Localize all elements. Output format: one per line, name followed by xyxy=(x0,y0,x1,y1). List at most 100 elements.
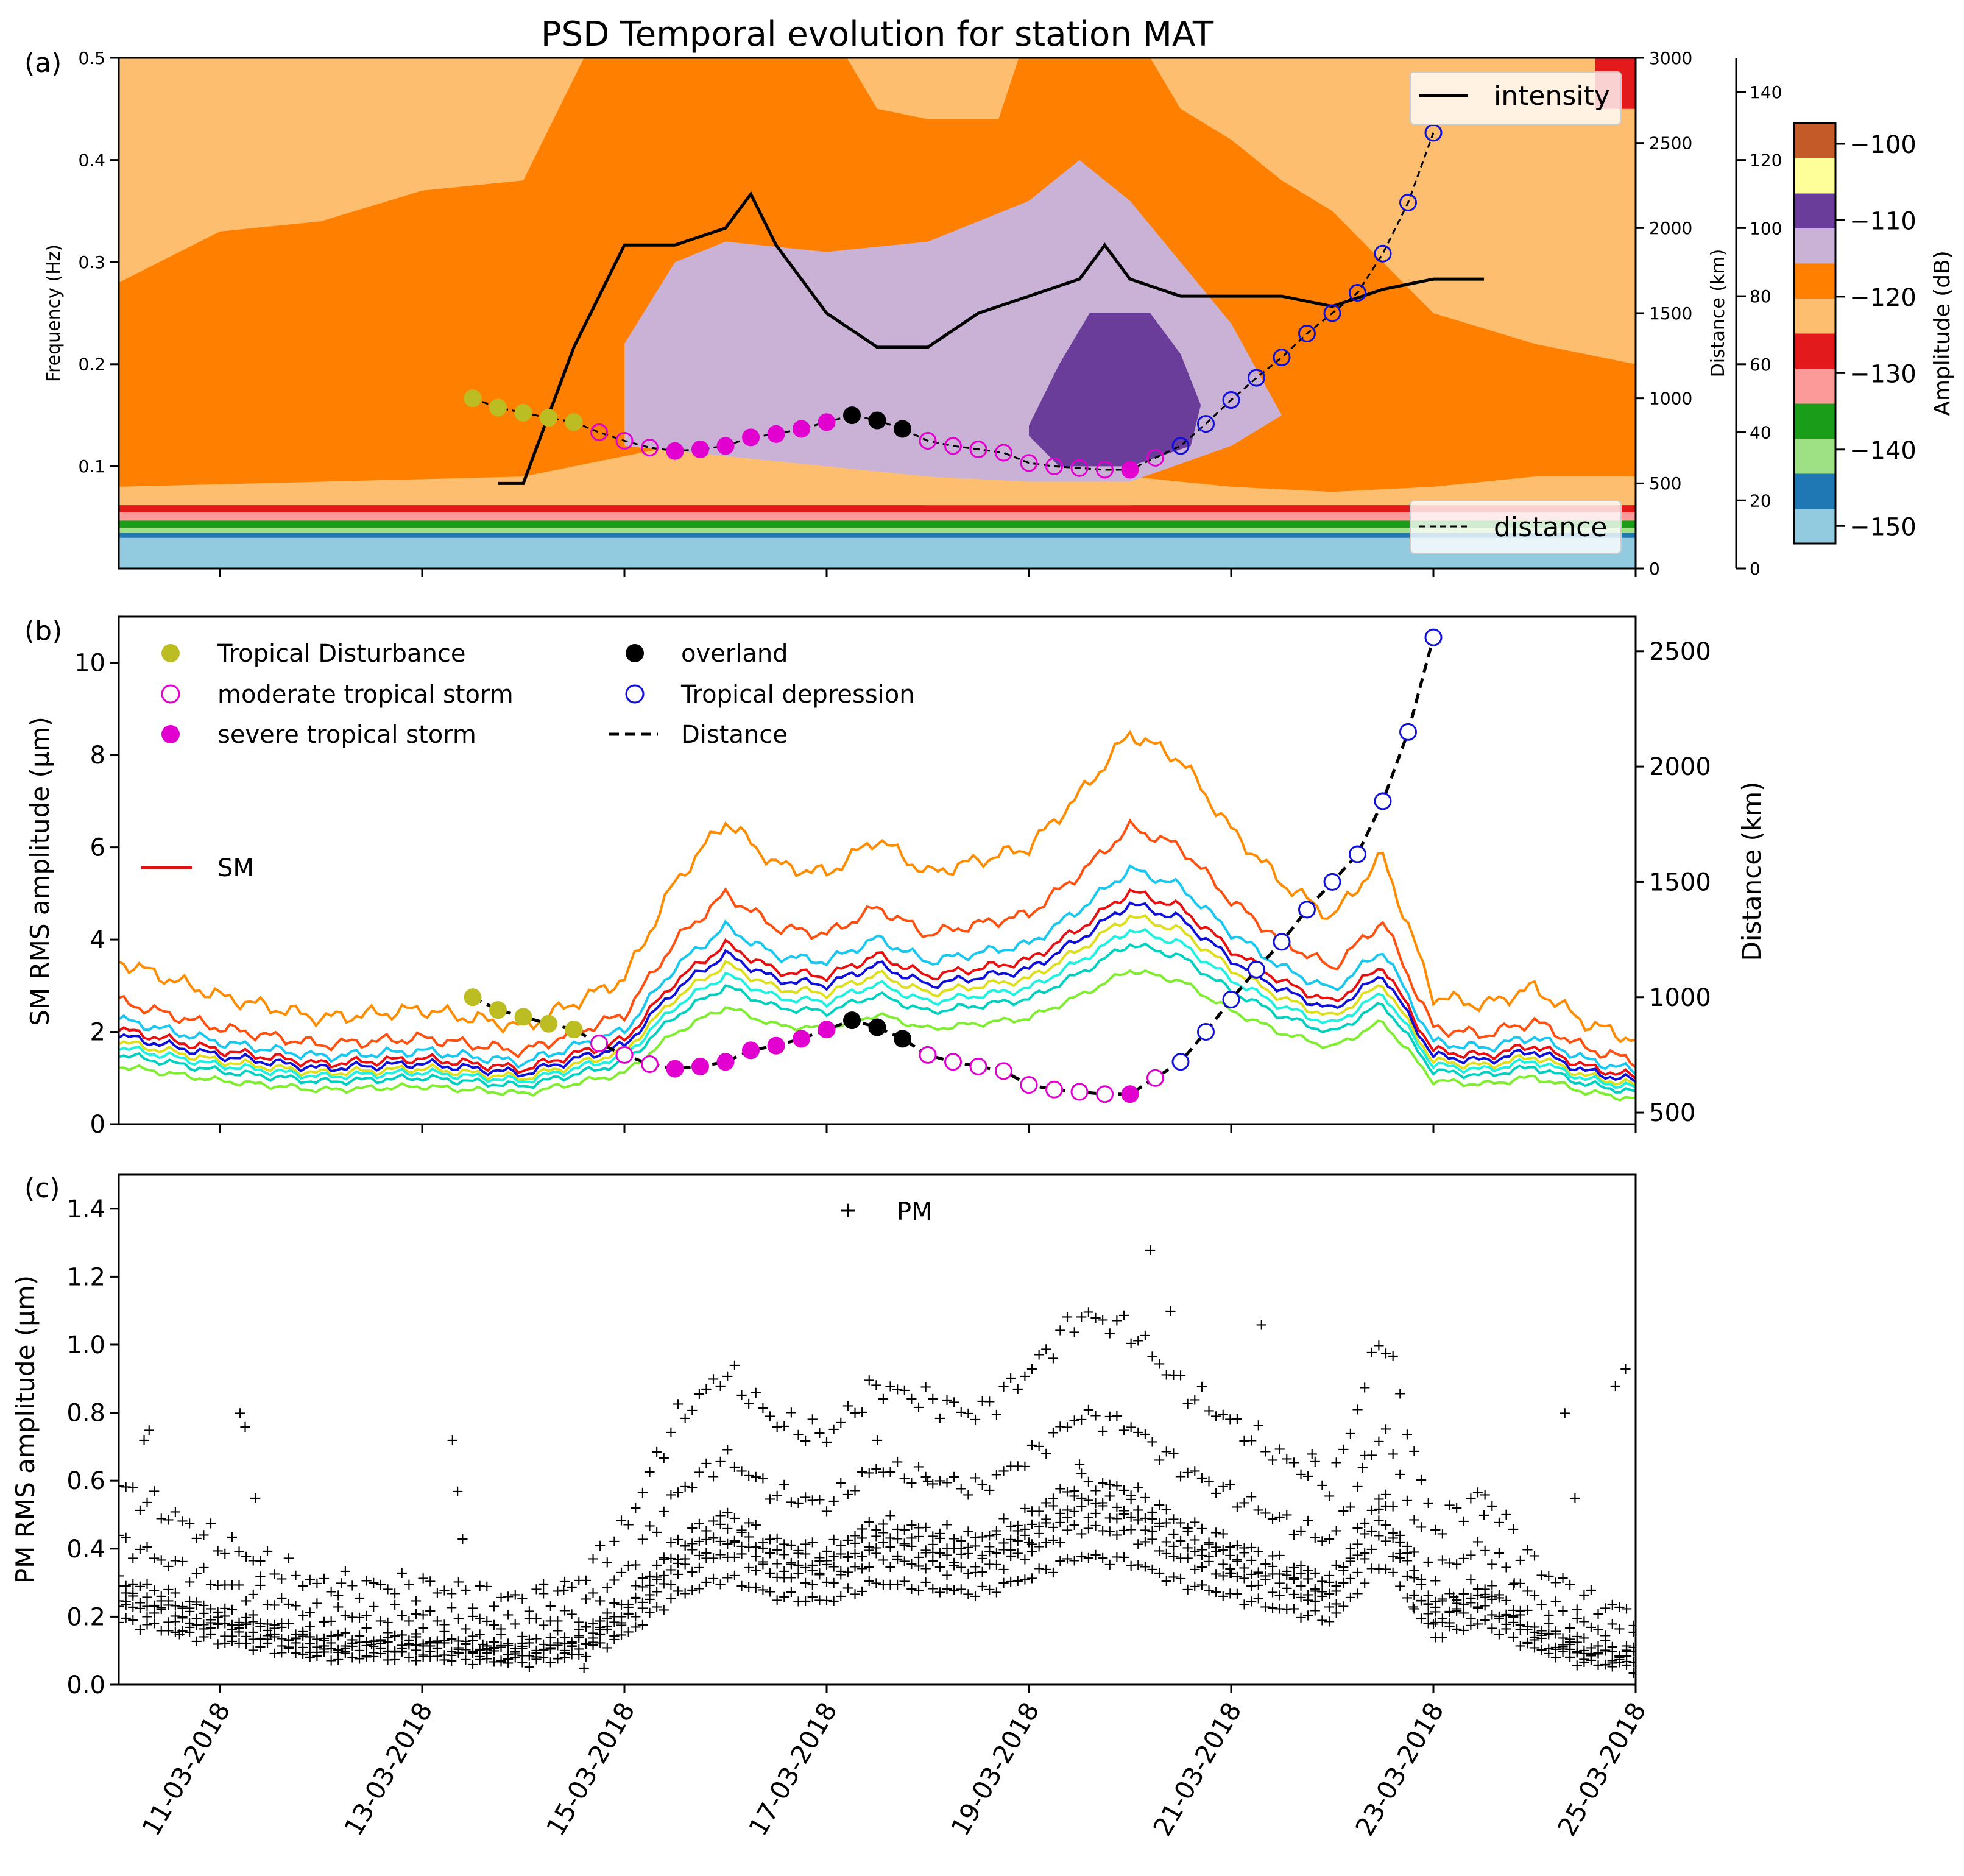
pm-point: + xyxy=(317,1570,331,1588)
pm-point: + xyxy=(388,1627,401,1645)
pm-point: + xyxy=(785,1493,798,1512)
storm-marker xyxy=(590,423,608,442)
pm-point: + xyxy=(664,1486,677,1504)
pm-point: + xyxy=(1146,1522,1159,1540)
pm-point: + xyxy=(133,1621,147,1639)
pm-point: + xyxy=(1139,1521,1152,1540)
pm-point: + xyxy=(501,1646,515,1664)
pm-point: + xyxy=(905,1555,919,1573)
pm-point: + xyxy=(947,1557,961,1575)
pm-point: + xyxy=(119,1577,133,1595)
pm-point: + xyxy=(431,1639,444,1657)
pm-point: + xyxy=(1372,1432,1385,1451)
pm-point: + xyxy=(1195,1546,1209,1565)
pm-point: + xyxy=(1167,1510,1180,1529)
pm-point: + xyxy=(941,1515,954,1534)
pm-point: + xyxy=(155,1591,168,1610)
pm-point: + xyxy=(1606,1642,1619,1660)
pm-point: + xyxy=(1443,1554,1457,1573)
pm-point: + xyxy=(530,1650,543,1668)
pm-point: + xyxy=(353,1641,366,1660)
pm-point: + xyxy=(1025,1515,1039,1534)
pm-point: + xyxy=(409,1591,423,1610)
pm-outlier: + xyxy=(1022,1534,1036,1552)
pm-point: + xyxy=(1259,1555,1273,1573)
storm-marker xyxy=(894,1030,911,1048)
pm-point: + xyxy=(905,1390,919,1408)
SM-cyan xyxy=(119,927,1636,1089)
panel-a-right-label: Distance (km) xyxy=(1708,249,1729,378)
pm-point: + xyxy=(1125,1334,1138,1353)
pm-point: + xyxy=(1295,1557,1308,1575)
colorbar-segment xyxy=(1794,473,1835,509)
pm-point: + xyxy=(898,1537,911,1555)
pm-point: + xyxy=(947,1554,961,1572)
pm-outlier: + xyxy=(1619,1360,1633,1378)
pm-point: + xyxy=(403,1635,416,1653)
pm-point: + xyxy=(771,1418,784,1436)
pm-point: + xyxy=(884,1378,897,1396)
pm-point: + xyxy=(445,1652,458,1670)
pm-point: + xyxy=(331,1651,345,1669)
pm-point: + xyxy=(480,1641,493,1659)
pm-point: + xyxy=(403,1631,416,1649)
pm-point: + xyxy=(941,1546,954,1564)
pm-point: + xyxy=(1203,1473,1216,1491)
pm-point: + xyxy=(1309,1580,1322,1598)
pm-point: + xyxy=(763,1407,777,1426)
pm-point: + xyxy=(403,1649,416,1667)
pm-point: + xyxy=(1111,1476,1124,1495)
pm-point: + xyxy=(643,1585,657,1604)
pm-point: + xyxy=(749,1548,763,1566)
panel-c-ylabel: PM RMS amplitude (μm) xyxy=(10,1275,40,1584)
pm-point: + xyxy=(1223,1564,1237,1582)
storm-marker xyxy=(969,440,987,458)
pm-point: + xyxy=(1259,1504,1273,1523)
legend-label-tropical-depression: Tropical depression xyxy=(680,681,915,709)
pm-point: + xyxy=(1217,1525,1230,1543)
pm-point: + xyxy=(1379,1532,1393,1551)
storm-marker xyxy=(1399,723,1417,741)
pm-point: + xyxy=(771,1529,784,1548)
pm-point: + xyxy=(1103,1325,1117,1343)
pm-point: + xyxy=(268,1619,281,1637)
pm-point: + xyxy=(1238,1432,1251,1450)
pm-point: + xyxy=(247,1552,260,1570)
pm-point: + xyxy=(1592,1637,1605,1655)
pm-point: + xyxy=(1358,1379,1371,1397)
pm-point: + xyxy=(1047,1489,1060,1507)
pm-point: + xyxy=(976,1528,989,1546)
pm-point: + xyxy=(480,1644,493,1662)
y-tick-label: 0.2 xyxy=(66,1603,105,1631)
pm-point: + xyxy=(161,1557,175,1576)
pm-point: + xyxy=(777,1562,791,1580)
pm-point: + xyxy=(657,1449,671,1467)
pm-point: + xyxy=(1598,1642,1612,1660)
pm-point: + xyxy=(303,1617,317,1635)
pm-outlier: + xyxy=(334,1574,348,1593)
storm-marker xyxy=(793,1030,810,1048)
pm-point: + xyxy=(310,1638,323,1656)
pm-point: + xyxy=(310,1630,323,1648)
pm-point: + xyxy=(1584,1644,1598,1663)
pm-point: + xyxy=(1146,1510,1159,1528)
pm-point: + xyxy=(813,1565,826,1584)
pm-point: + xyxy=(169,1584,182,1602)
pm-point: + xyxy=(325,1627,338,1645)
pm-outlier: + xyxy=(446,1431,459,1449)
pm-point: + xyxy=(176,1512,189,1530)
pm-point: + xyxy=(515,1637,529,1655)
pm-point: + xyxy=(183,1623,196,1641)
pm-point: + xyxy=(707,1467,720,1485)
pm-point: + xyxy=(777,1546,791,1564)
colorbar-ticks: −150−140−130−120−110−100 xyxy=(1835,131,1916,541)
pm-point: + xyxy=(1245,1487,1258,1506)
pm-point: + xyxy=(1408,1586,1421,1604)
pm-point: + xyxy=(1393,1545,1407,1563)
colorbar-segment xyxy=(1794,403,1835,439)
pm-point: + xyxy=(1245,1565,1258,1584)
pm-point: + xyxy=(1372,1512,1385,1530)
pm-point: + xyxy=(360,1647,373,1665)
pm-point: + xyxy=(254,1576,267,1595)
